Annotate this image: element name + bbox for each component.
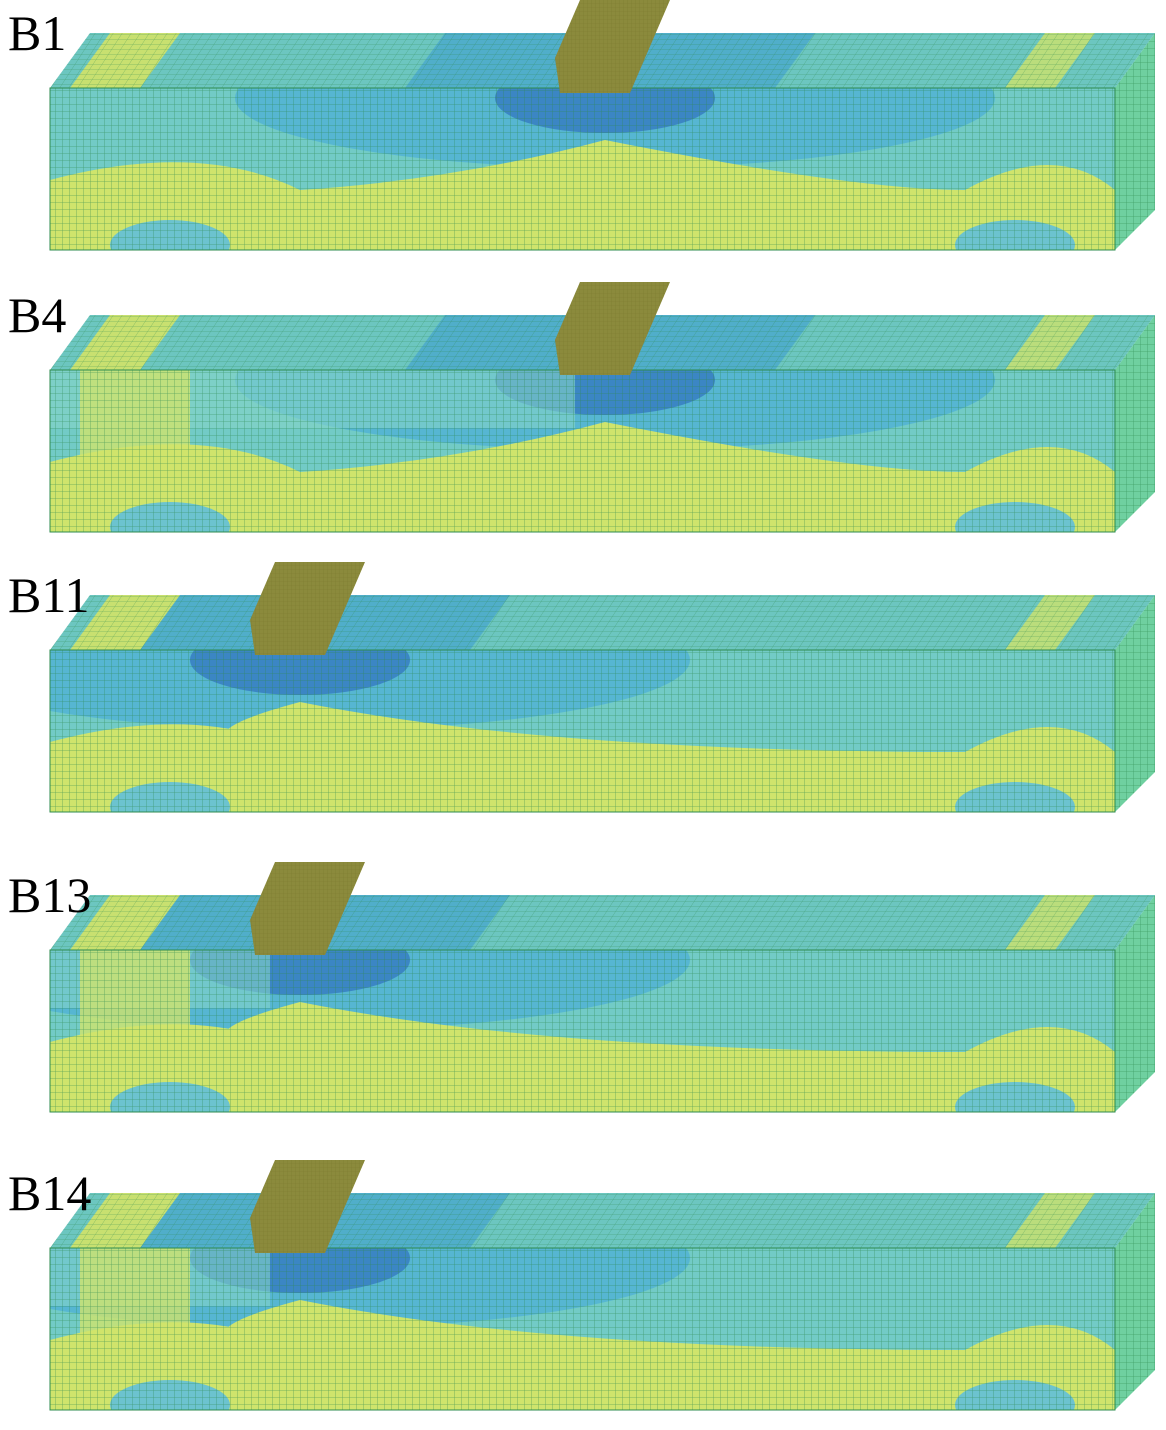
top-mesh — [50, 595, 1155, 650]
beam-panel: B13 — [0, 862, 1155, 1132]
panel-label: B11 — [8, 567, 90, 623]
front-mesh — [50, 370, 1115, 532]
figure: B1 B4 B11 B13 B14 — [0, 0, 1166, 1430]
panel-label: B13 — [8, 867, 91, 923]
beam-panel: B11 — [0, 562, 1155, 832]
top-mesh — [50, 1193, 1155, 1248]
front-mesh — [50, 88, 1115, 250]
panel-label: B1 — [8, 5, 66, 61]
panel-label: B14 — [8, 1165, 91, 1221]
panel-label: B4 — [8, 287, 66, 343]
front-mesh — [50, 650, 1115, 812]
front-mesh — [50, 950, 1115, 1112]
beam-panel: B1 — [8, 0, 1155, 270]
top-mesh — [50, 895, 1155, 950]
front-mesh — [50, 1248, 1115, 1410]
beam-panel: B14 — [0, 1160, 1155, 1430]
beam-panel: B4 — [8, 282, 1155, 552]
